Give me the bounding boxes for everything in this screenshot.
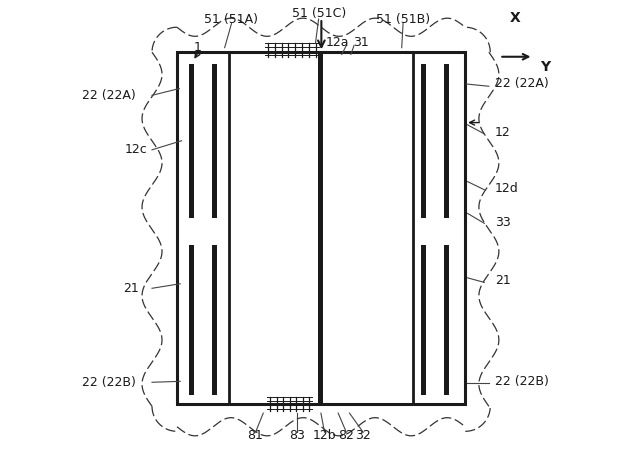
Text: 12d: 12d	[495, 182, 518, 195]
Text: Y: Y	[540, 60, 550, 74]
Text: 22 (22A): 22 (22A)	[83, 89, 136, 102]
Bar	[189, 245, 195, 395]
Text: 81: 81	[248, 429, 264, 442]
Bar	[177, 52, 465, 404]
Text: 51 (51C): 51 (51C)	[291, 7, 346, 20]
Text: 1: 1	[194, 41, 202, 54]
Text: 21: 21	[495, 274, 511, 287]
Bar	[212, 64, 217, 218]
Text: 22 (22B): 22 (22B)	[83, 376, 136, 389]
Text: 51 (51B): 51 (51B)	[376, 13, 430, 25]
Bar	[421, 245, 426, 395]
Text: 83: 83	[289, 429, 305, 442]
Bar	[444, 245, 449, 395]
Text: 12b: 12b	[313, 429, 337, 442]
Text: 21: 21	[123, 282, 138, 295]
Text: 31: 31	[353, 36, 369, 49]
Text: 51 (51A): 51 (51A)	[204, 13, 259, 25]
Text: 22 (22B): 22 (22B)	[495, 375, 548, 388]
Bar	[177, 52, 229, 404]
Text: 82: 82	[339, 429, 355, 442]
Text: X: X	[510, 11, 520, 25]
Text: 12c: 12c	[125, 143, 147, 156]
Bar	[444, 64, 449, 218]
Bar	[318, 52, 323, 404]
Text: 22 (22A): 22 (22A)	[495, 78, 548, 90]
Bar	[421, 64, 426, 218]
Bar	[212, 245, 217, 395]
Bar	[189, 64, 195, 218]
Text: 12a: 12a	[326, 36, 349, 49]
Text: 32: 32	[355, 429, 371, 442]
Text: 12: 12	[495, 126, 511, 139]
Bar	[413, 52, 465, 404]
Text: 33: 33	[495, 216, 511, 229]
